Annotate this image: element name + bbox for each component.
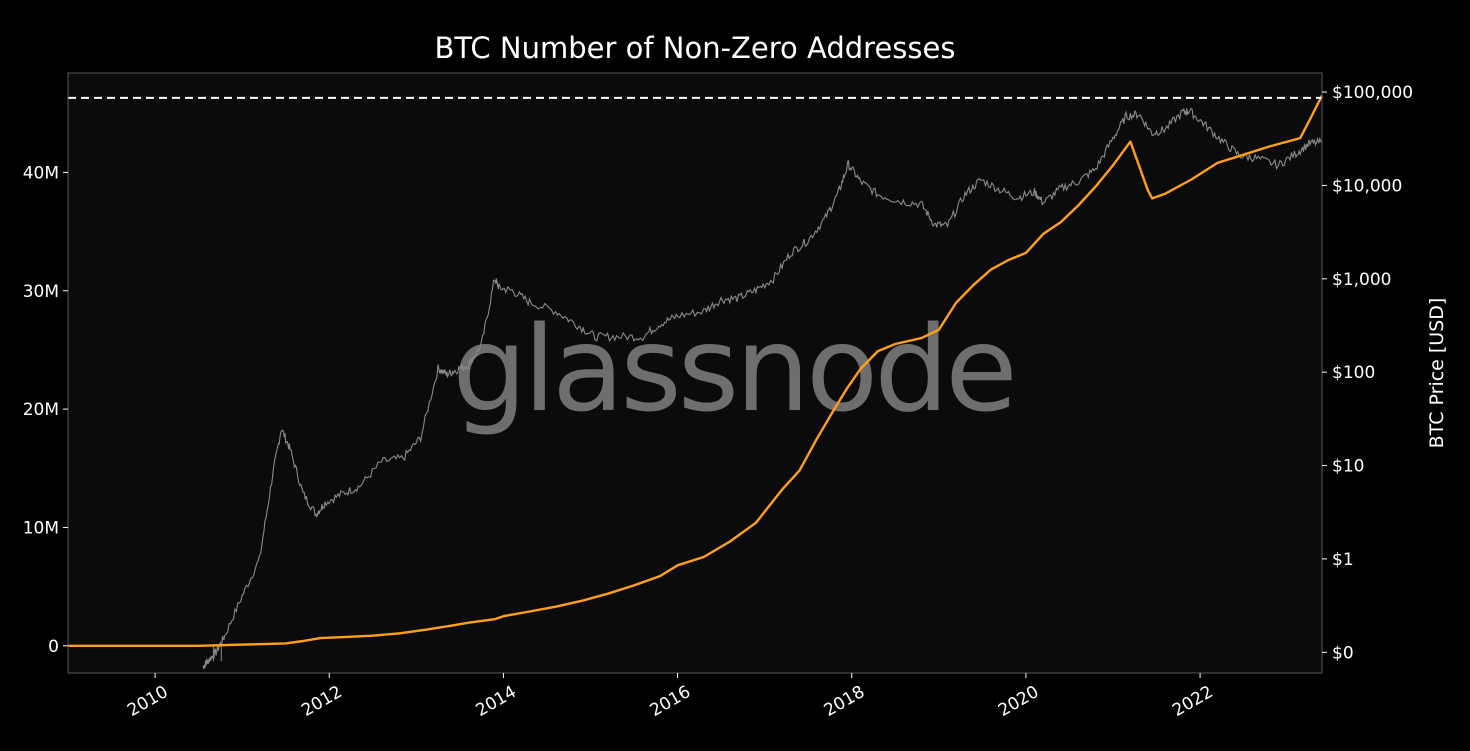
left-y-tick-label: 0 <box>48 637 59 657</box>
left-y-tick-label: 20M <box>23 400 59 420</box>
right-y-axis: $0 $1 $10 $100 $1,000 $10,000 $100,000 <box>1322 83 1413 663</box>
left-y-tick-label: 40M <box>23 163 59 183</box>
right-axis-label: BTC Price [USD] <box>1426 298 1448 449</box>
left-y-tick-label: 30M <box>23 282 59 302</box>
right-y-tick-label: $10,000 <box>1332 176 1402 196</box>
plot-background <box>68 73 1322 673</box>
plot-frame <box>67 72 1323 674</box>
btc-price-line <box>202 107 1323 670</box>
right-y-tick-label: $100 <box>1332 363 1375 383</box>
right-y-tick-label: $100,000 <box>1332 83 1413 103</box>
left-y-axis: 0 10M 20M 30M 40M <box>23 163 68 657</box>
addresses-series-layer <box>68 94 1324 647</box>
right-y-tick-label: $0 <box>1332 643 1354 663</box>
right-y-tick-label: $10 <box>1332 457 1364 477</box>
chart-title: BTC Number of Non-Zero Addresses <box>435 31 956 65</box>
left-y-tick-label: 10M <box>23 518 59 538</box>
watermark-text: glassnode <box>452 300 1013 438</box>
right-y-tick-label: $1 <box>1332 550 1354 570</box>
right-y-tick-label: $1,000 <box>1332 270 1391 290</box>
price-series-layer <box>202 107 1323 670</box>
non-zero-addresses-line <box>68 94 1324 647</box>
